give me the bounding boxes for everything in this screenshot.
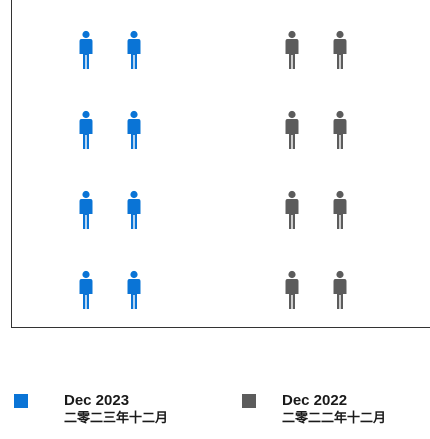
legend-text-dec-2022: Dec 2022 二零二二年十二月 bbox=[282, 392, 386, 428]
person-icon-dec-2022-2 bbox=[333, 30, 347, 69]
legend-text-dec-2023: Dec 2023 二零二三年十二月 bbox=[64, 392, 168, 428]
person-icon-dec-2023-8 bbox=[127, 270, 141, 309]
person-icon-dec-2022-4 bbox=[333, 110, 347, 149]
legend-sublabel-dec-2023: 二零二三年十二月 bbox=[64, 411, 169, 426]
pictogram-marks bbox=[79, 30, 347, 309]
legend-label-dec-2022: Dec 2022 bbox=[282, 392, 348, 409]
pictogram-chart bbox=[11, 0, 430, 328]
person-icon-dec-2023-5 bbox=[79, 190, 93, 229]
person-icon-dec-2023-2 bbox=[127, 30, 141, 69]
person-icon-dec-2022-7 bbox=[285, 270, 299, 309]
person-icon-dec-2022-5 bbox=[285, 190, 299, 229]
person-icon-dec-2023-4 bbox=[127, 110, 141, 149]
legend-swatch-dec-2022 bbox=[242, 394, 256, 408]
legend-swatch-dec-2023 bbox=[14, 394, 28, 408]
legend-sublabel-dec-2022: 二零二二年十二月 bbox=[282, 411, 387, 426]
person-icon-dec-2023-3 bbox=[79, 110, 93, 149]
legend: Dec 2023 二零二三年十二月 Dec 2022 二零二二年十二月 bbox=[0, 392, 430, 439]
person-icon-dec-2023-6 bbox=[127, 190, 141, 229]
person-icon-dec-2023-7 bbox=[79, 270, 93, 309]
person-icon-dec-2022-8 bbox=[333, 270, 347, 309]
person-icon-dec-2023-1 bbox=[79, 30, 93, 69]
chart-axes bbox=[11, 0, 430, 328]
person-icon-dec-2022-3 bbox=[285, 110, 299, 149]
person-icon-dec-2022-1 bbox=[285, 30, 299, 69]
person-icon-dec-2022-6 bbox=[333, 190, 347, 229]
legend-label-dec-2023: Dec 2023 bbox=[64, 392, 130, 409]
